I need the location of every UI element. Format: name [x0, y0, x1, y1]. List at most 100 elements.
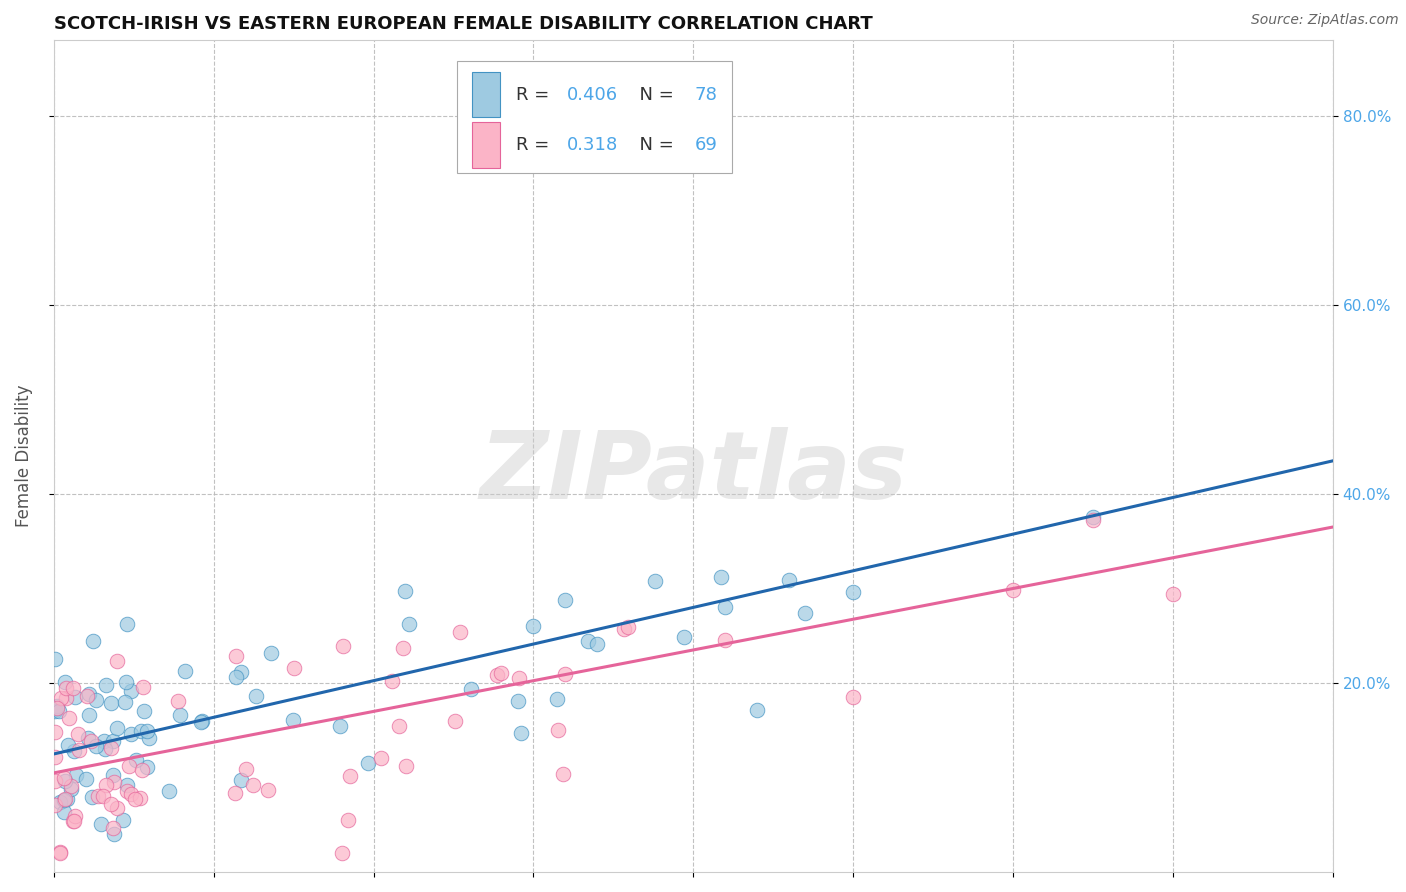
- Point: [747, 703, 769, 717]
- Point: [1161, 587, 1184, 601]
- Point: [100, 696, 122, 710]
- Point: [96, 678, 118, 692]
- Point: [714, 633, 737, 648]
- Point: [224, 786, 246, 800]
- Point: [460, 681, 482, 696]
- Point: [55, 792, 77, 806]
- Point: [132, 704, 155, 718]
- Point: [55, 681, 77, 695]
- Point: [44, 724, 66, 739]
- Point: [332, 639, 354, 653]
- Point: [77, 687, 100, 701]
- Point: [169, 708, 191, 723]
- Point: [398, 617, 420, 632]
- Point: [449, 625, 471, 640]
- FancyBboxPatch shape: [472, 71, 501, 118]
- Point: [644, 574, 666, 589]
- Point: [105, 654, 128, 668]
- Point: [329, 719, 352, 733]
- Point: [554, 667, 576, 681]
- Point: [547, 723, 569, 738]
- Point: [225, 670, 247, 684]
- Text: N =: N =: [628, 86, 679, 103]
- Point: [554, 593, 576, 607]
- Point: [370, 751, 392, 765]
- Point: [259, 646, 281, 660]
- Point: [80, 734, 103, 748]
- Point: [101, 734, 124, 748]
- Point: [229, 773, 252, 788]
- Point: [44, 750, 66, 764]
- Point: [551, 766, 574, 780]
- Point: [710, 570, 733, 584]
- Point: [394, 584, 416, 599]
- Point: [235, 762, 257, 776]
- Point: [100, 740, 122, 755]
- Point: [76, 689, 98, 703]
- Point: [45, 701, 67, 715]
- Point: [672, 630, 695, 644]
- Point: [118, 759, 141, 773]
- FancyBboxPatch shape: [457, 61, 731, 173]
- Point: [82, 633, 104, 648]
- Point: [191, 714, 214, 728]
- Point: [132, 680, 155, 694]
- Point: [63, 814, 86, 829]
- Text: 69: 69: [695, 136, 717, 154]
- Point: [283, 661, 305, 675]
- Point: [63, 690, 86, 704]
- Point: [131, 764, 153, 778]
- Point: [794, 607, 817, 621]
- Point: [52, 772, 75, 786]
- Point: [44, 774, 66, 789]
- Point: [714, 600, 737, 615]
- Text: 78: 78: [695, 86, 717, 103]
- Point: [135, 724, 157, 739]
- Point: [101, 768, 124, 782]
- Point: [394, 758, 416, 772]
- Point: [157, 784, 180, 798]
- Point: [387, 719, 409, 733]
- Point: [48, 704, 70, 718]
- Point: [120, 727, 142, 741]
- Point: [1081, 509, 1104, 524]
- Point: [44, 704, 66, 718]
- Point: [56, 738, 79, 752]
- Point: [114, 695, 136, 709]
- Point: [225, 649, 247, 664]
- Point: [510, 725, 533, 739]
- Point: [62, 681, 84, 695]
- Point: [84, 693, 107, 707]
- Point: [67, 743, 90, 757]
- Point: [49, 845, 72, 859]
- Point: [381, 674, 404, 689]
- Point: [62, 744, 84, 758]
- Text: R =: R =: [516, 86, 554, 103]
- Point: [60, 779, 83, 793]
- Point: [242, 779, 264, 793]
- Point: [120, 787, 142, 801]
- Y-axis label: Female Disability: Female Disability: [15, 384, 32, 527]
- Point: [115, 617, 138, 632]
- Point: [75, 772, 97, 786]
- Point: [245, 689, 267, 703]
- Point: [485, 668, 508, 682]
- Text: SCOTCH-IRISH VS EASTERN EUROPEAN FEMALE DISABILITY CORRELATION CHART: SCOTCH-IRISH VS EASTERN EUROPEAN FEMALE …: [53, 15, 873, 33]
- Point: [90, 816, 112, 830]
- Point: [105, 800, 128, 814]
- Point: [778, 573, 800, 587]
- Point: [45, 698, 67, 713]
- Point: [49, 795, 72, 809]
- Point: [115, 778, 138, 792]
- Point: [281, 713, 304, 727]
- Point: [842, 585, 865, 599]
- Point: [842, 690, 865, 704]
- Point: [77, 731, 100, 745]
- Point: [125, 753, 148, 767]
- Point: [105, 721, 128, 735]
- Point: [111, 813, 134, 827]
- Point: [586, 637, 609, 651]
- Point: [103, 821, 125, 835]
- Point: [77, 708, 100, 723]
- Point: [339, 769, 361, 783]
